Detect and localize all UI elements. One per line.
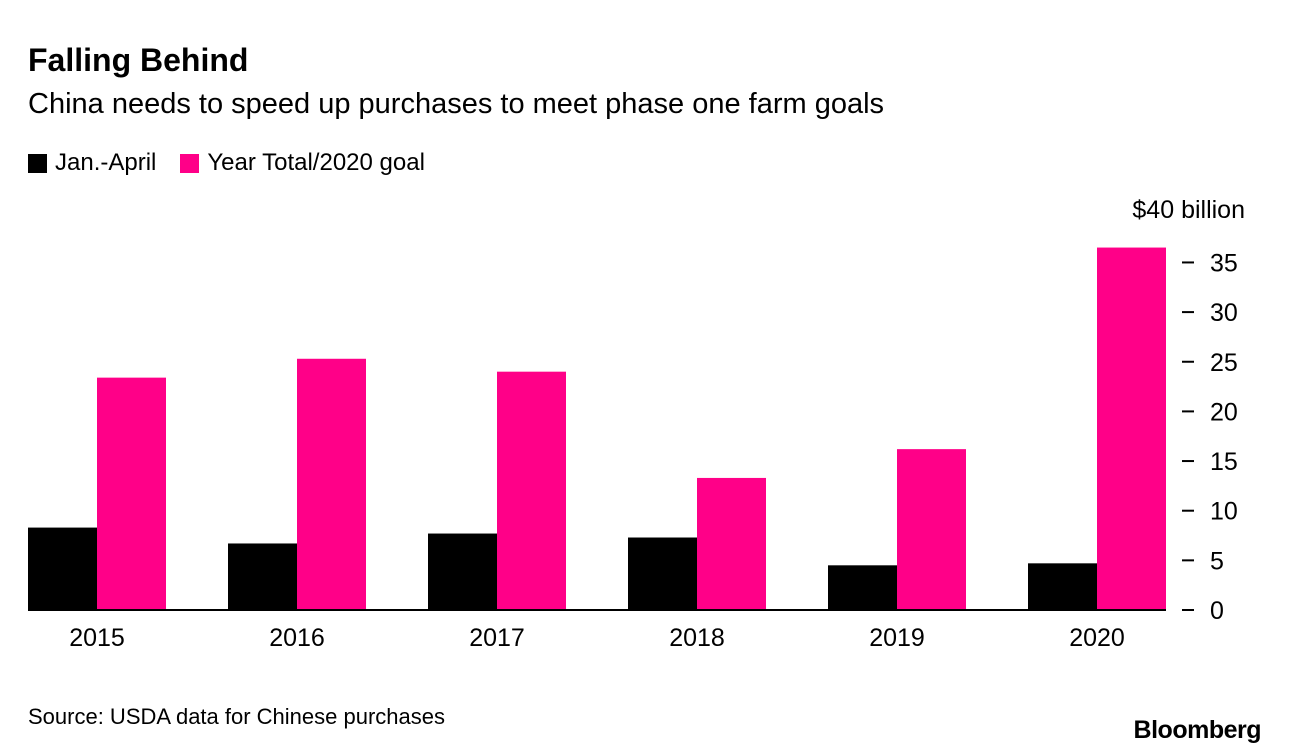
bar-year-total-2020 xyxy=(1097,247,1166,610)
bar-group xyxy=(28,247,1166,610)
y-tick-label-0: 0 xyxy=(1210,597,1224,625)
chart-subtitle: China needs to speed up purchases to mee… xyxy=(28,88,885,120)
bar-jan-april-2017 xyxy=(428,533,497,610)
chart-title: Falling Behind xyxy=(28,42,249,78)
bar-jan-april-2018 xyxy=(628,537,697,610)
y-tick-label-20: 20 xyxy=(1210,398,1238,426)
y-tick-label-25: 25 xyxy=(1210,349,1238,377)
x-axis: 2015 2016 2017 2018 2019 2020 xyxy=(69,624,1125,652)
y-axis: 0 5 10 15 20 25 30 35 xyxy=(1182,249,1238,625)
bar-year-total-2017 xyxy=(497,371,566,610)
bar-year-total-2018 xyxy=(697,477,766,610)
bar-year-total-2019 xyxy=(897,449,966,610)
y-tick-label-15: 15 xyxy=(1210,448,1238,476)
legend-label-jan-april: Jan.-April xyxy=(55,149,157,176)
y-axis-unit-label: $40 billion xyxy=(1132,196,1245,224)
source-note: Source: USDA data for Chinese purchases xyxy=(28,704,446,729)
brand-logo: Bloomberg xyxy=(1133,716,1262,744)
bar-jan-april-2020 xyxy=(1028,563,1097,610)
legend-label-year-total: Year Total/2020 goal xyxy=(207,149,425,176)
x-tick-label-2019: 2019 xyxy=(869,624,925,652)
y-tick-label-30: 30 xyxy=(1210,299,1238,327)
bar-jan-april-2016 xyxy=(228,543,297,610)
x-tick-label-2015: 2015 xyxy=(69,624,125,652)
x-tick-label-2016: 2016 xyxy=(269,624,325,652)
bar-jan-april-2019 xyxy=(828,565,897,610)
legend-item-jan-april: Jan.-April xyxy=(28,149,156,177)
bar-year-total-2015 xyxy=(97,377,166,610)
x-tick-label-2018: 2018 xyxy=(669,624,725,652)
bar-year-total-2016 xyxy=(297,358,366,610)
y-tick-label-10: 10 xyxy=(1210,498,1238,526)
x-tick-label-2020: 2020 xyxy=(1069,624,1125,652)
legend-item-year-total: Year Total/2020 goal xyxy=(180,149,425,177)
x-tick-label-2017: 2017 xyxy=(469,624,525,652)
legend: Jan.-April Year Total/2020 goal xyxy=(28,147,449,179)
legend-swatch-jan-april xyxy=(28,153,47,173)
y-tick-label-5: 5 xyxy=(1210,547,1224,575)
bar-jan-april-2015 xyxy=(28,527,97,610)
legend-swatch-year-total xyxy=(180,153,200,173)
y-tick-label-35: 35 xyxy=(1210,249,1238,277)
